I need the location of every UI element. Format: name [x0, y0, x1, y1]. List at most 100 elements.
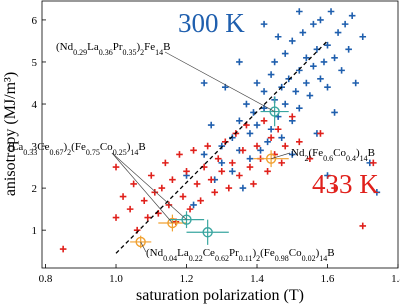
y-tick-label: 5 — [32, 57, 38, 69]
annotation-leader — [111, 152, 173, 224]
scatter-point — [236, 58, 243, 66]
scatter-point — [299, 29, 307, 36]
y-axis-label: anisotropy (MJ/m³) — [2, 72, 19, 196]
annotation-text: ) — [316, 247, 320, 259]
annotation: (La0.33Ce0.67)2(Fe0.75Co0.25)14B — [8, 141, 146, 157]
scatter-point — [317, 16, 324, 24]
annotation-subscript: 2 — [67, 148, 71, 157]
scatter-point — [246, 163, 254, 171]
annotation-text: B — [138, 141, 145, 153]
annotation-text: ) — [252, 247, 256, 259]
scatter-point — [303, 79, 310, 87]
scatter-point — [359, 33, 367, 41]
legend-label: 433 K — [312, 169, 379, 199]
annotation-subscript: 14 — [130, 148, 138, 157]
scatter-point — [239, 184, 247, 192]
x-axis-label: saturation polarization (T) — [136, 287, 304, 304]
annotation-text: La — [177, 247, 189, 259]
annotation-text: Co — [100, 141, 113, 153]
scatter-point — [218, 167, 226, 175]
scatter-point — [331, 109, 338, 116]
scatter-point — [250, 180, 257, 188]
scatter-point — [218, 159, 226, 167]
scatter-point — [288, 37, 296, 45]
legend-label: 300 K — [178, 8, 245, 38]
scatter-point — [158, 184, 166, 192]
annotation-text: Ce — [37, 141, 49, 153]
scatter-point — [292, 88, 300, 95]
scatter-point — [229, 134, 236, 141]
annotation-subscript: 0.62 — [215, 254, 229, 263]
scatter-point — [144, 214, 152, 221]
scatter-point — [264, 167, 271, 175]
scatter-point — [306, 155, 314, 162]
scatter-point — [334, 29, 342, 36]
scatter-point — [274, 125, 282, 133]
scatter-point — [303, 54, 310, 62]
scatter-point — [126, 205, 134, 213]
scatter-point — [267, 71, 275, 78]
marker-point — [269, 106, 280, 117]
x-tick-label: 1.4 — [250, 273, 264, 285]
annotation-subscript: 0.75 — [86, 148, 100, 157]
scatter-point — [264, 138, 271, 146]
scatter-point — [176, 151, 183, 158]
scatter-point — [267, 125, 275, 133]
annotation-text: La — [87, 41, 99, 53]
annotation-text: B — [368, 147, 375, 159]
scatter-point — [324, 41, 331, 49]
scatter-point — [179, 193, 187, 200]
annotation-text: (Fe — [308, 147, 323, 159]
scatter-point — [296, 138, 303, 146]
annotation-subscript: 2 — [140, 48, 144, 57]
annotation-text: Nd — [291, 147, 305, 159]
scatter-point — [253, 121, 261, 129]
marker-point — [265, 153, 277, 164]
scatter-point — [324, 172, 331, 179]
scatter-point — [327, 8, 335, 15]
scatter-point — [246, 155, 254, 162]
annotation-text: Ce — [203, 247, 215, 259]
annotation-subscript: 0.4 — [346, 154, 356, 163]
scatter-point — [370, 159, 377, 167]
scatter-point — [260, 20, 268, 28]
y-tick-label: 2 — [32, 183, 38, 195]
annotation-text: Co — [333, 147, 346, 159]
x-tick-label: 1.0 — [109, 273, 123, 285]
annotation: (Nd0.29La0.36Pr0.35)2Fe14B — [56, 41, 171, 57]
annotation-subscript: 0.67 — [50, 148, 64, 157]
annotation-text: Fe — [144, 41, 155, 53]
scatter-point — [229, 159, 236, 167]
scatter-point — [281, 100, 289, 108]
scatter-point — [296, 104, 303, 112]
scatter-point — [204, 142, 211, 150]
scatter-point — [274, 33, 282, 41]
scatter-point — [352, 79, 360, 87]
annotation-text: B — [163, 41, 170, 53]
annotation-subscript: 0.98 — [275, 254, 289, 263]
scatter-point — [112, 163, 120, 171]
annotation-subscript: 0.02 — [302, 254, 316, 263]
scatter-point — [338, 67, 345, 74]
scatter-point — [348, 12, 356, 20]
annotation-leader — [111, 152, 187, 220]
scatter-point — [324, 83, 331, 91]
scatter-point — [288, 151, 296, 158]
scatter-point — [147, 172, 155, 179]
annotation-subscript: 0.6 — [323, 154, 333, 163]
annotation-text: (Nd — [146, 247, 164, 259]
annotation-text: (Nd — [56, 41, 74, 53]
scatter-point — [197, 197, 204, 205]
scatter-point — [278, 134, 285, 141]
annotation-subscript: 0.33 — [23, 148, 37, 157]
y-tick-label: 1 — [32, 225, 38, 237]
x-tick-label: 1.8 — [391, 273, 400, 285]
annotation-text: Pr — [113, 41, 123, 53]
scatter-point — [285, 75, 293, 83]
annotation-subscript: 2 — [256, 254, 260, 263]
scatter-point — [243, 100, 250, 108]
annotation-subscript: 0.25 — [113, 148, 127, 157]
x-tick-label: 1.6 — [321, 273, 335, 285]
annotation-subscript: 0.36 — [99, 48, 113, 57]
scatter-point — [278, 159, 285, 167]
